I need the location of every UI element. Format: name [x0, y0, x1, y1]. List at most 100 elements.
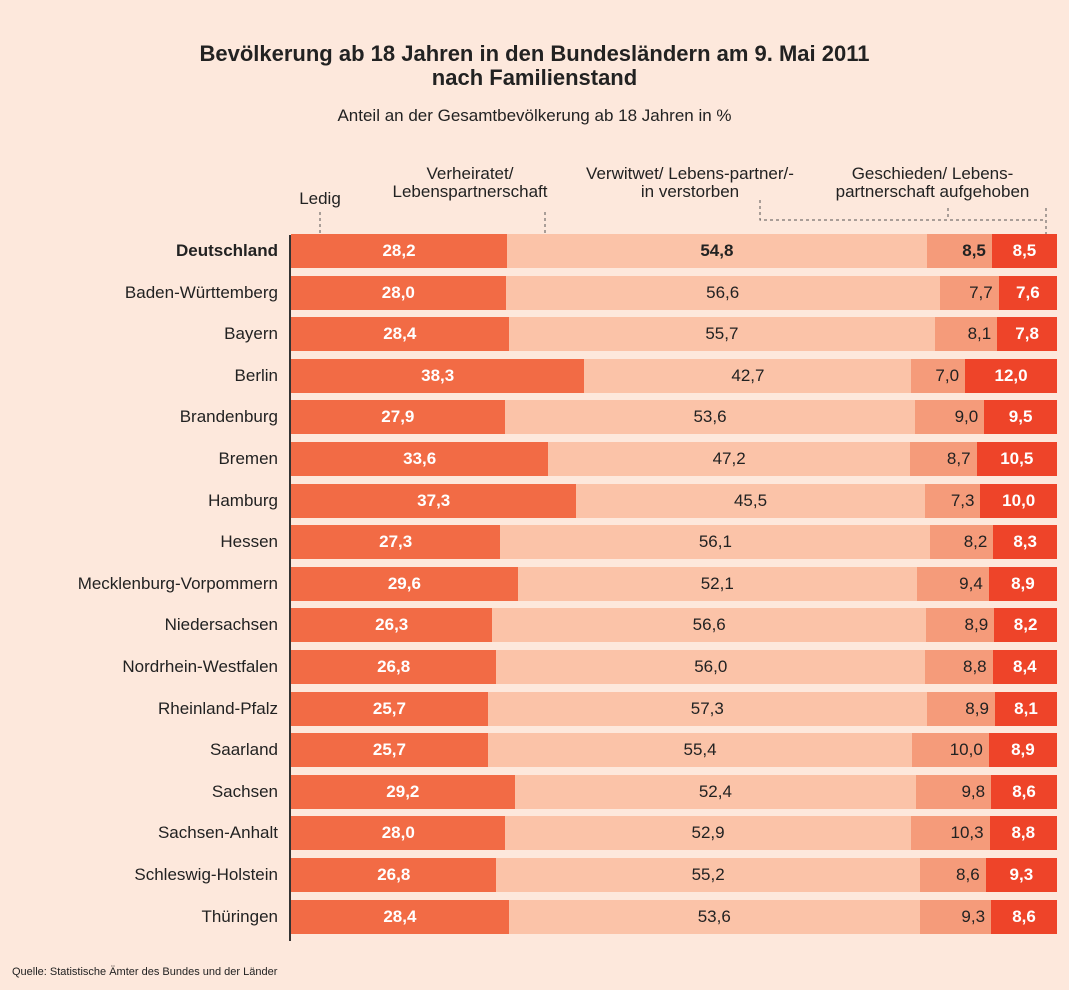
bar-segment: [984, 400, 1057, 435]
value-label: 37,3: [417, 490, 451, 510]
value-label: 10,0: [1002, 490, 1036, 510]
bar-segment: [916, 774, 992, 809]
category-label: Berlin: [234, 365, 278, 385]
value-label: 53,6: [697, 906, 731, 926]
value-label: 26,8: [377, 657, 411, 676]
value-label: 7,8: [1015, 324, 1039, 344]
bar-segment: [576, 483, 925, 518]
category-label: Deutschland: [175, 241, 278, 260]
bar-segment: [291, 442, 549, 476]
value-label: 8,3: [1013, 532, 1037, 552]
value-label: 8,7: [946, 449, 971, 468]
bar-segment: [291, 899, 509, 934]
value-label: 26,3: [375, 615, 409, 635]
value-label: 29,6: [387, 573, 421, 593]
bar-segment: [291, 816, 506, 851]
value-label: 56,6: [706, 282, 740, 302]
bar-segment: [291, 525, 501, 560]
bar-segment: [291, 774, 515, 809]
category-label: Thüringen: [201, 906, 278, 926]
value-label: 45,5: [733, 490, 768, 510]
value-label: 33,6: [403, 449, 437, 468]
value-label: 47,2: [712, 449, 746, 468]
value-label: 7,3: [950, 490, 975, 510]
bar-segment: [997, 317, 1057, 352]
bar-segment: [976, 442, 1057, 476]
value-label: 25,7: [372, 740, 406, 760]
value-label: 8,9: [964, 615, 989, 635]
value-label: 28,2: [382, 241, 416, 260]
value-label: 55,2: [691, 865, 725, 884]
category-label: Hamburg: [208, 490, 278, 510]
bar-segment: [910, 816, 990, 851]
category-label: Baden-Württemberg: [124, 282, 278, 302]
bar-segment: [291, 691, 488, 726]
value-label: 8,9: [1011, 740, 1035, 760]
value-label: 42,7: [731, 365, 765, 385]
category-label: Brandenburg: [179, 407, 278, 427]
bar-segment: [500, 525, 931, 560]
bar-segment: [496, 650, 926, 684]
value-label: 9,4: [959, 573, 983, 593]
value-label: 29,2: [386, 781, 420, 801]
category-label: Sachsen-Anhalt: [157, 823, 278, 843]
value-label: 8,6: [1012, 781, 1036, 801]
bar-segment: [291, 733, 488, 768]
value-label: 8,9: [965, 698, 989, 718]
value-label: 7,6: [1016, 282, 1040, 302]
value-label: 8,2: [963, 532, 988, 552]
value-label: 8,5: [1012, 241, 1037, 260]
category-label: Saarland: [209, 740, 278, 760]
category-label: Bremen: [218, 449, 278, 468]
value-label: 10,5: [1000, 449, 1034, 468]
bar-segment: [514, 774, 917, 809]
bar-segment: [291, 608, 493, 643]
bar-segment: [988, 733, 1057, 768]
bar-segment: [994, 691, 1057, 726]
legend-label: Ledig: [299, 189, 341, 208]
legend-label: Verwitwet/ Lebens-partner/-in verstorben: [586, 164, 794, 201]
source-note: Quelle: Statistische Ämter des Bundes un…: [12, 966, 278, 978]
value-label: 9,3: [961, 906, 986, 926]
bar-segment: [993, 525, 1057, 560]
bar-segment: [909, 442, 977, 476]
value-label: 8,8: [1011, 823, 1036, 843]
bar-segment: [991, 234, 1057, 268]
value-label: 25,7: [372, 698, 406, 718]
value-label: 9,0: [954, 407, 979, 427]
bar-segment: [991, 899, 1057, 934]
value-label: 8,1: [1014, 698, 1038, 718]
bar-segment: [504, 400, 916, 435]
value-label: 38,3: [421, 365, 455, 385]
bar-segment: [926, 691, 995, 726]
bar-segment: [919, 858, 986, 892]
bar-segment: [584, 358, 912, 393]
bar-segment: [508, 899, 920, 934]
value-label: 8,2: [1013, 615, 1038, 635]
value-label: 56,1: [698, 532, 732, 552]
bar-segment: [926, 608, 995, 643]
bar-segment: [980, 483, 1057, 518]
value-label: 8,5: [962, 241, 986, 260]
category-label: Schleswig-Holstein: [134, 865, 278, 884]
value-label: 56,0: [694, 657, 728, 676]
category-label: Hessen: [220, 532, 278, 552]
bar-segment: [992, 650, 1057, 684]
chart-subtitle: Anteil an der Gesamtbevölkerung ab 18 Ja…: [337, 106, 732, 125]
category-label: Niedersachsen: [164, 615, 278, 635]
bar-segment: [508, 317, 936, 352]
bar-segment: [291, 317, 509, 352]
bar-segment: [505, 816, 911, 851]
value-label: 28,0: [381, 823, 415, 843]
bar-segment: [926, 234, 992, 268]
value-label: 26,8: [377, 865, 411, 884]
bar-segment: [930, 525, 994, 560]
value-label: 55,4: [683, 740, 717, 760]
value-label: 9,3: [1009, 865, 1034, 884]
bar-segment: [496, 858, 920, 892]
category-label: Mecklenburg-Vorpommern: [77, 573, 278, 593]
value-label: 55,7: [705, 324, 739, 344]
bar-segment: [994, 608, 1057, 643]
bar-segment: [985, 858, 1057, 892]
bar-segment: [291, 566, 518, 601]
